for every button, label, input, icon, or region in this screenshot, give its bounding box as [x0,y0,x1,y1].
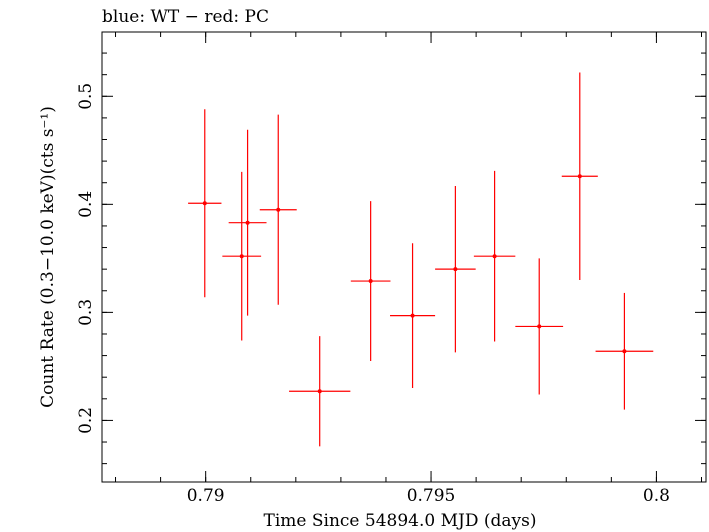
x-tick-label: 0.795 [407,486,456,506]
point-marker [317,389,322,394]
point-marker [622,349,627,354]
data-point [390,243,436,389]
point-marker [368,279,373,284]
y-tick-label: 0.5 [76,83,96,110]
data-point [473,170,516,342]
point-marker [239,254,244,259]
point-marker [537,324,542,329]
data-point [435,185,476,353]
point-marker [410,313,415,318]
data-point [222,171,262,341]
axis-ticks [102,32,706,482]
data-point [228,129,267,316]
y-tick-label: 0.2 [76,407,96,434]
point-marker [453,267,458,272]
data-point [188,109,222,298]
y-tick-label: 0.3 [76,299,96,326]
data-point [515,258,564,395]
data-point [350,201,391,361]
y-tick-label: 0.4 [76,191,96,218]
y-tick-labels: 0.2 0.3 0.4 0.5 [76,83,96,434]
point-marker [577,174,582,179]
x-axis-label: Time Since 54894.0 MJD (days) [264,511,537,531]
plot-frame [101,31,707,483]
point-marker [492,254,497,259]
point-marker [276,207,281,212]
point-marker [202,201,207,206]
x-tick-labels: 0.79 0.795 0.8 [187,486,670,506]
chart-title: blue: WT − red: PC [102,7,269,27]
x-tick-label: 0.8 [643,486,670,506]
data-point [595,292,654,410]
data-points [188,72,654,447]
point-marker [245,220,250,225]
x-tick-label: 0.79 [187,486,225,506]
y-axis-label: Count Rate (0.3−10.0 keV)(cts s⁻¹) [38,106,58,408]
data-point [259,114,297,305]
data-point [289,336,351,447]
data-point [561,72,598,280]
